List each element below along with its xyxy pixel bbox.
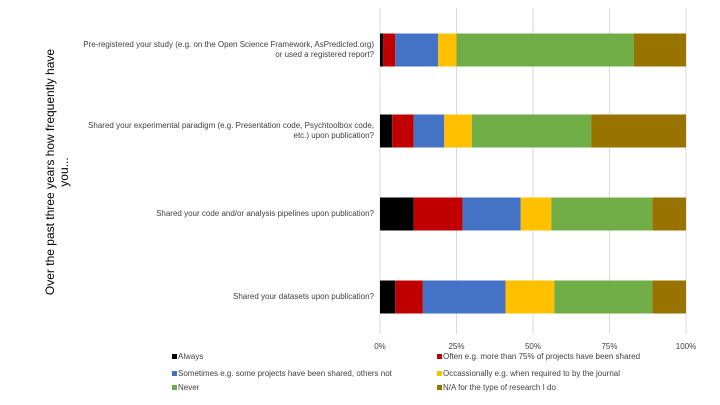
legend-label: Always — [178, 352, 204, 361]
bar-segment — [413, 114, 445, 148]
bar-segment — [652, 280, 686, 314]
bar-segment — [383, 33, 396, 67]
bar-segment — [380, 114, 393, 148]
legend-label: Occassionally e.g. when required to by t… — [443, 369, 620, 378]
legend-swatch — [437, 354, 442, 359]
bar-segment — [456, 33, 634, 67]
legend-swatch — [437, 385, 442, 390]
x-tick-label: 100% — [676, 342, 696, 351]
legend-item: N/A for the type of research I do — [437, 383, 556, 393]
bar-segment — [471, 114, 592, 148]
category-label: Pre-registered your study (e.g. on the O… — [83, 40, 374, 59]
bar-segment — [591, 114, 686, 148]
x-tick-label: 75% — [601, 342, 617, 351]
legend-label: N/A for the type of research I do — [443, 383, 556, 392]
legend-item: Often e.g. more than 75% of projects hav… — [437, 352, 640, 362]
bar-segment — [395, 33, 439, 67]
legend-swatch — [172, 371, 177, 376]
x-tick-label: 25% — [448, 342, 464, 351]
legend-label: Sometimes e.g. some projects have been s… — [178, 369, 392, 378]
bar-segment — [551, 197, 653, 231]
legend-label: Often e.g. more than 75% of projects hav… — [443, 352, 641, 361]
bar-segment — [422, 280, 506, 314]
bar-segment — [380, 280, 396, 314]
legend-swatch — [172, 385, 177, 390]
bar-series — [380, 33, 686, 314]
bar-segment — [438, 33, 457, 67]
legend-swatch — [172, 354, 177, 359]
bar-segment — [392, 114, 414, 148]
legend: Always Often e.g. more than 75% of projec… — [172, 352, 712, 396]
category-label: Shared your experimental paradigm (e.g. … — [88, 121, 374, 140]
legend-item: Occassionally e.g. when required to by t… — [437, 369, 620, 379]
bar-segment — [462, 197, 521, 231]
category-label: Shared your datasets upon publication? — [233, 292, 374, 301]
legend-item: Sometimes e.g. some projects have been s… — [172, 369, 392, 379]
bar-segment — [380, 197, 414, 231]
y-axis-title: Over the past three years how frequently… — [43, 48, 71, 296]
bar-segment — [554, 280, 653, 314]
bar-segment — [413, 197, 463, 231]
x-tick-label: 0% — [374, 342, 386, 351]
bar-segment — [395, 280, 423, 314]
bar-segment — [652, 197, 686, 231]
x-axis-ticks: 0% 25% 50% 75% 100% — [374, 342, 696, 351]
bar-segment — [505, 280, 555, 314]
bar-segment — [444, 114, 472, 148]
legend-item: Never — [172, 383, 199, 393]
bar-segment — [520, 197, 552, 231]
bar-segment — [380, 33, 384, 67]
category-label: Shared your code and/or analysis pipelin… — [156, 209, 374, 218]
legend-swatch — [437, 371, 442, 376]
legend-label: Never — [178, 383, 200, 392]
legend-item: Always — [172, 352, 203, 362]
bar-segment — [633, 33, 686, 67]
x-tick-label: 50% — [525, 342, 541, 351]
